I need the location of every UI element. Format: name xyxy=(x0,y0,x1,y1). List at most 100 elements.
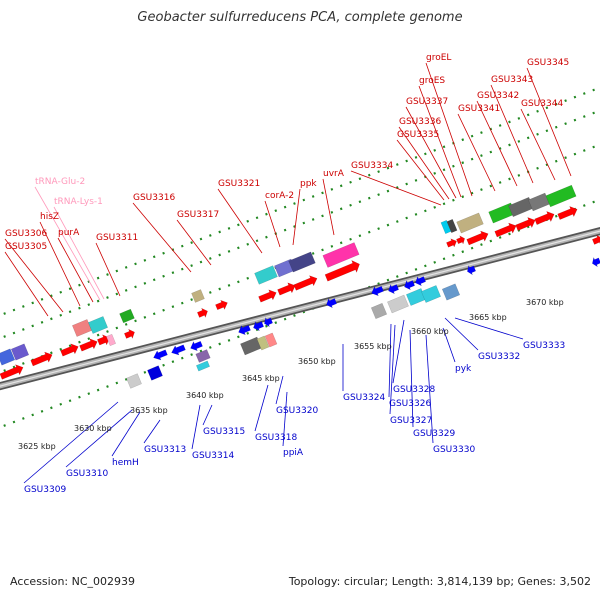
gene-feature xyxy=(253,321,264,332)
gene-feature xyxy=(171,344,186,356)
gene-feature xyxy=(119,308,135,324)
label-leader-line xyxy=(392,319,405,384)
label-leader-line xyxy=(65,409,133,468)
gene-label: hisZ xyxy=(40,212,59,222)
gene-feature xyxy=(195,349,211,363)
gene-feature xyxy=(404,280,415,291)
gene-feature xyxy=(592,234,600,245)
gene-label: GSU3324 xyxy=(343,393,385,403)
label-leader-line xyxy=(388,323,392,398)
kbp-tick-label: 3635 kbp xyxy=(130,406,168,415)
label-leader-line xyxy=(350,170,442,206)
gene-label: GSU3316 xyxy=(133,193,175,203)
gene-label: GSU3329 xyxy=(413,429,455,439)
kbp-tick-label: 3665 kbp xyxy=(469,313,507,322)
gene-feature xyxy=(60,343,79,357)
label-leader-line xyxy=(57,237,94,303)
gene-feature xyxy=(197,307,208,318)
gene-label: GSU3330 xyxy=(433,445,475,455)
gene-label: GSU3326 xyxy=(389,399,431,409)
label-leader-line xyxy=(398,126,450,200)
gene-feature xyxy=(322,242,360,268)
gene-label: GSU3320 xyxy=(276,406,318,416)
gene-label: GSU3317 xyxy=(177,210,219,220)
label-leader-line xyxy=(4,251,49,317)
gene-label: GSU3309 xyxy=(24,485,66,495)
gene-label: groEL xyxy=(426,53,451,63)
gene-feature xyxy=(421,285,441,303)
kbp-tick-label: 3640 kbp xyxy=(186,391,224,400)
gene-feature xyxy=(534,211,555,225)
gene-feature xyxy=(72,319,92,337)
label-leader-lines xyxy=(4,62,572,484)
gene-feature xyxy=(215,299,228,311)
kbp-tick-label: 3655 kbp xyxy=(354,342,392,351)
gene-label: pyk xyxy=(455,364,472,374)
gene-feature xyxy=(153,349,168,361)
label-leader-line xyxy=(39,221,81,307)
label-leader-line xyxy=(396,139,445,201)
label-leader-line xyxy=(444,317,479,351)
gene-feature xyxy=(126,373,142,389)
label-leader-line xyxy=(176,219,212,266)
gene-feature xyxy=(456,235,465,245)
label-leader-line xyxy=(111,411,141,457)
label-leader-line xyxy=(490,84,534,184)
label-leader-line xyxy=(264,200,281,248)
gene-label: tRNA-Glu-2 xyxy=(35,177,85,187)
gene-feature xyxy=(371,285,384,297)
label-leader-line xyxy=(143,419,161,444)
gene-feature xyxy=(79,338,98,352)
label-leader-line xyxy=(418,85,462,198)
gene-label: GSU3333 xyxy=(523,341,565,351)
gene-label: GSU3310 xyxy=(66,469,108,479)
gene-feature xyxy=(254,265,278,285)
gene-feature xyxy=(191,289,205,303)
gene-label: GSU3328 xyxy=(393,385,435,395)
kbp-tick-label: 3670 kbp xyxy=(526,298,564,307)
gene-feature xyxy=(494,222,517,238)
label-leader-line xyxy=(202,404,213,426)
map-title: Geobacter sulfurreducens PCA, complete g… xyxy=(137,10,463,25)
gene-label: GSU3341 xyxy=(458,104,500,114)
label-leader-line xyxy=(275,375,284,405)
label-leader-line xyxy=(132,202,192,273)
label-leader-line xyxy=(389,324,396,415)
label-leader-line xyxy=(217,188,263,254)
genome-backbone xyxy=(0,227,600,391)
gene-feature xyxy=(190,340,203,352)
gene-feature xyxy=(88,316,108,334)
gene-feature xyxy=(288,251,316,273)
gene-label: ppiA xyxy=(283,448,304,458)
gene-label: GSU3327 xyxy=(390,416,432,426)
gene-feature xyxy=(106,333,116,347)
gene-feature xyxy=(446,219,458,233)
label-leader-line xyxy=(425,62,473,197)
gene-label: GSU3321 xyxy=(218,179,260,189)
label-leader-line xyxy=(520,108,556,181)
gene-label: GSU3306 xyxy=(5,229,47,239)
label-leader-line xyxy=(282,391,288,447)
backbone-highlight xyxy=(0,230,600,387)
label-leader-line xyxy=(53,206,105,300)
gene-label: GSU3311 xyxy=(96,233,138,243)
label-leader-line xyxy=(526,67,572,177)
gene-label: GSU3332 xyxy=(478,352,520,362)
label-leader-line xyxy=(292,188,301,246)
gene-label: purA xyxy=(58,228,80,238)
label-leader-line xyxy=(191,404,201,450)
gene-feature xyxy=(441,283,461,301)
label-leader-line xyxy=(405,106,457,199)
gene-feature xyxy=(264,332,278,348)
gene-label: GSU3335 xyxy=(397,130,439,140)
gene-feature xyxy=(388,284,399,295)
gene-feature xyxy=(293,275,318,291)
gene-label: GSU3334 xyxy=(351,161,393,171)
gene-feature xyxy=(256,335,270,351)
label-leader-line xyxy=(34,186,101,301)
gene-label: GSU3315 xyxy=(203,427,245,437)
kbp-tick-label: 3625 kbp xyxy=(18,442,56,451)
label-leader-line xyxy=(442,327,456,363)
label-leader-line xyxy=(454,317,524,340)
